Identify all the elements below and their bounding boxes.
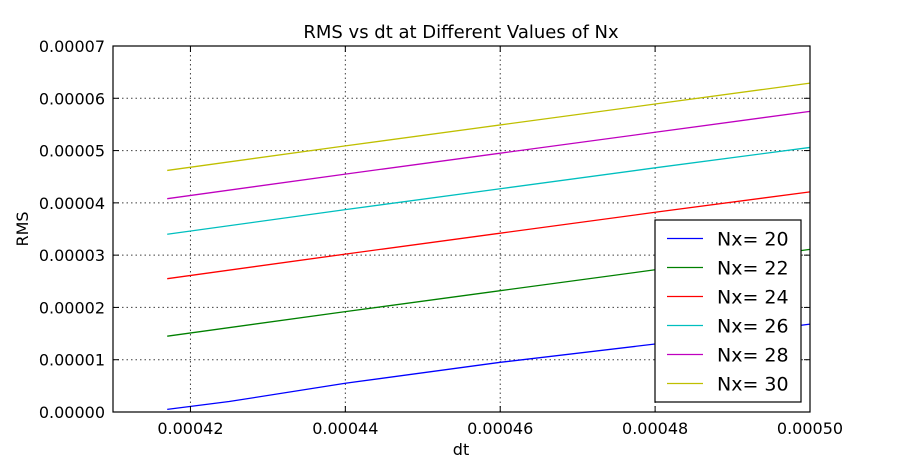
y-tick-label: 0.00004 bbox=[39, 194, 105, 213]
x-tick-label: 0.00044 bbox=[312, 419, 378, 438]
y-tick-label: 0.00002 bbox=[39, 298, 105, 317]
x-tick-label: 0.00042 bbox=[157, 419, 223, 438]
axis-ticks: 0.00042 0.00044 0.00046 0.00048 0.00050 0.000… bbox=[39, 37, 843, 438]
legend-label: Nx= 30 bbox=[717, 374, 789, 396]
x-tick-label: 0.00048 bbox=[622, 419, 688, 438]
series-line bbox=[167, 191, 811, 280]
y-axis-label: RMS bbox=[13, 211, 32, 246]
series-line bbox=[167, 110, 811, 200]
chart-title: RMS vs dt at Different Values of Nx bbox=[303, 22, 619, 43]
series-line bbox=[167, 82, 811, 172]
legend-label: Nx= 24 bbox=[717, 287, 789, 309]
legend-label: Nx= 28 bbox=[717, 345, 789, 367]
series-lines bbox=[167, 82, 811, 411]
y-tick-label: 0.00000 bbox=[39, 403, 105, 422]
legend-label: Nx= 26 bbox=[717, 316, 789, 338]
legend-box bbox=[654, 219, 802, 403]
x-tick-label: 0.00046 bbox=[467, 419, 533, 438]
y-tick-label: 0.00003 bbox=[39, 246, 105, 265]
x-tick-label: 0.00050 bbox=[777, 419, 843, 438]
x-axis-label: dt bbox=[453, 440, 469, 459]
legend-label: Nx= 22 bbox=[717, 258, 789, 280]
y-tick-label: 0.00001 bbox=[39, 351, 105, 370]
legend: Nx= 20 Nx= 22 Nx= 24 Nx= 26 Nx= 28 Nx= 30 bbox=[654, 219, 802, 403]
series-line bbox=[167, 146, 811, 235]
plot-frame bbox=[112, 45, 811, 413]
y-tick-label: 0.00005 bbox=[39, 142, 105, 161]
legend-label: Nx= 20 bbox=[717, 229, 789, 251]
y-tick-label: 0.00007 bbox=[39, 37, 105, 56]
y-tick-label: 0.00006 bbox=[39, 89, 105, 108]
